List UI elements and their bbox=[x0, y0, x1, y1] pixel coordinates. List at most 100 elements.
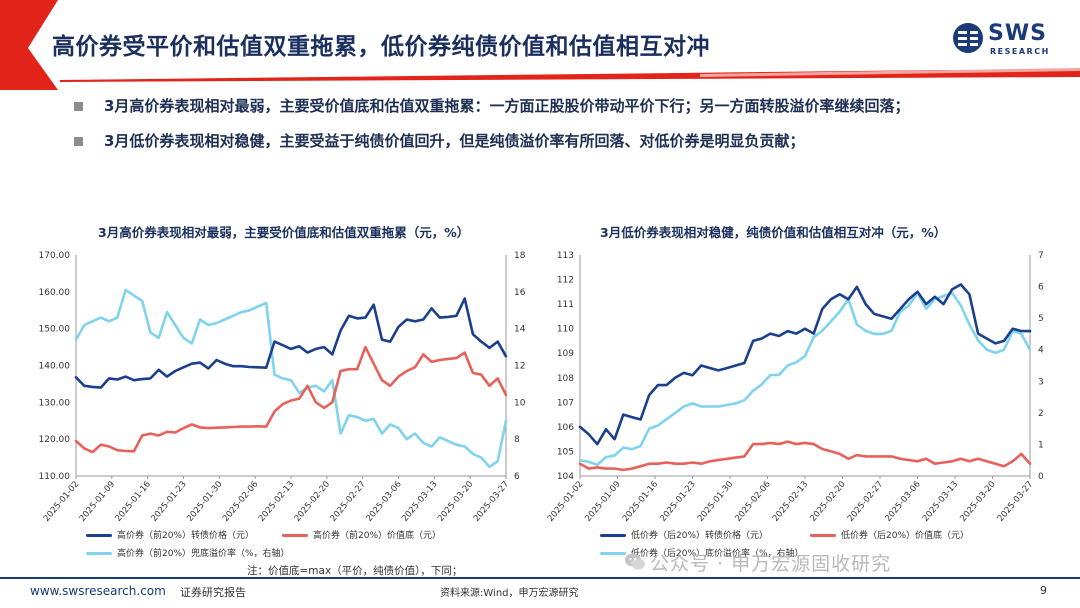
x-tick-label: 2025-02-27 bbox=[846, 480, 885, 524]
y-tick-label-left: 106 bbox=[557, 423, 574, 433]
chart-2-title: 3月低价券表现相对稳健，纯债价值和估值相互对冲（元，%） bbox=[600, 225, 947, 240]
x-tick-label: 2025-02-13 bbox=[257, 480, 296, 524]
sws-logo: SWS RESEARCH bbox=[952, 20, 1062, 60]
x-tick-label: 2025-03-27 bbox=[996, 480, 1035, 524]
page-number: 9 bbox=[1040, 584, 1047, 597]
y-tick-label-left: 150.00 bbox=[39, 325, 71, 335]
x-tick-label: 2025-01-16 bbox=[114, 480, 153, 524]
y-tick-label-left: 113 bbox=[557, 251, 574, 261]
series-line-3 bbox=[74, 288, 508, 469]
legend-label: 高价券（前20%）价值底（元） bbox=[313, 531, 442, 541]
y-tick-label-left: 110 bbox=[557, 325, 574, 335]
y-tick-label-left: 109 bbox=[557, 349, 574, 359]
y-tick-label-right: 1 bbox=[1038, 440, 1044, 450]
y-tick-label-left: 140.00 bbox=[39, 362, 71, 372]
y-tick-label-right: 10 bbox=[514, 398, 526, 408]
x-tick-label: 2025-02-06 bbox=[733, 480, 772, 524]
legend-label: 高价券（前20%）转债价格（元） bbox=[117, 531, 255, 541]
bullet-item: 3月高价券表现相对最弱，主要受价值底和估值双重拖累：一方面正股股价带动平价下行；… bbox=[74, 93, 1064, 120]
x-tick-label: 2025-01-30 bbox=[696, 480, 735, 524]
legend-swatch bbox=[600, 534, 626, 537]
footer-report-label: 证券研究报告 bbox=[180, 586, 246, 599]
y-tick-label-right: 18 bbox=[514, 251, 526, 261]
chart-1-title: 3月高价券表现相对最弱，主要受价值底和估值双重拖累（元，%） bbox=[98, 225, 470, 240]
x-tick-label: 2025-01-16 bbox=[621, 480, 660, 524]
bullet-text: 3月高价券表现相对最弱，主要受价值底和估值双重拖累：一方面正股股价带动平价下行；… bbox=[104, 97, 910, 115]
x-tick-label: 2025-03-06 bbox=[364, 480, 403, 524]
logo-text: SWS bbox=[988, 21, 1047, 46]
x-tick-label: 2025-02-20 bbox=[293, 480, 332, 524]
page-title: 高价券受平价和估值双重拖累，低价券纯债价值和估值相互对冲 bbox=[52, 34, 710, 60]
watermark: 公众号 · 申万宏源固收研究 bbox=[650, 553, 892, 575]
x-tick-label: 2025-01-02 bbox=[546, 480, 585, 524]
x-tick-label: 2025-01-09 bbox=[583, 480, 622, 524]
legend-label: 低价券（后20%）价值底（元） bbox=[841, 531, 970, 541]
y-tick-label-left: 108 bbox=[557, 374, 574, 384]
header-decoration bbox=[0, 0, 1080, 90]
legend-item: 高价券（前20%）兜底溢价率（%，右轴） bbox=[86, 546, 290, 559]
x-tick-label: 2025-03-20 bbox=[436, 480, 475, 524]
y-tick-label-right: 6 bbox=[1038, 283, 1044, 293]
y-tick-label-left: 120.00 bbox=[39, 435, 71, 445]
legend-swatch bbox=[86, 552, 112, 555]
y-tick-label-right: 14 bbox=[514, 325, 526, 335]
series-line-1 bbox=[578, 283, 1032, 446]
y-tick-label-left: 112 bbox=[557, 276, 574, 286]
series-line-1 bbox=[74, 297, 508, 389]
bullet-list: 3月高价券表现相对最弱，主要受价值底和估值双重拖累：一方面正股股价带动平价下行；… bbox=[74, 93, 1064, 163]
series-line-2 bbox=[578, 440, 1032, 472]
bullet-text: 3月低价券表现相对稳健，主要受益于纯债价值回升，但是纯债溢价率有所回落、对低价券… bbox=[104, 132, 805, 150]
footer-divider bbox=[0, 577, 1080, 579]
series-line-3 bbox=[578, 291, 1032, 467]
y-tick-label-right: 7 bbox=[1038, 251, 1044, 261]
x-tick-label: 2025-03-27 bbox=[472, 480, 511, 524]
slide-header: 高价券受平价和估值双重拖累，低价券纯债价值和估值相互对冲 SWS RESEARC… bbox=[0, 0, 1080, 90]
y-tick-label-left: 111 bbox=[557, 300, 574, 310]
y-tick-label-right: 8 bbox=[514, 435, 520, 445]
y-tick-label-left: 110.00 bbox=[39, 472, 71, 482]
y-tick-label-right: 16 bbox=[514, 288, 526, 298]
legend-swatch bbox=[282, 534, 308, 537]
y-tick-label-left: 105 bbox=[557, 447, 574, 457]
y-tick-label-right: 0 bbox=[1038, 472, 1044, 482]
legend-label: 高价券（前20%）兜底溢价率（%，右轴） bbox=[117, 549, 290, 559]
chart-note: 注：价值底=max（平价，纯债价值），下同； bbox=[247, 565, 463, 577]
footer-source: 资料来源:Wind，申万宏源研究 bbox=[440, 588, 579, 599]
x-tick-label: 2025-02-13 bbox=[771, 480, 810, 524]
y-tick-label-right: 6 bbox=[514, 472, 520, 482]
x-tick-label: 2025-01-09 bbox=[78, 480, 117, 524]
footer-url-link[interactable]: www.swsresearch.com bbox=[30, 584, 166, 598]
y-tick-label-right: 2 bbox=[1038, 409, 1044, 419]
legend-item: 低价券（后20%）底价溢价率（%，右轴） bbox=[600, 546, 804, 559]
legend-swatch bbox=[810, 534, 836, 537]
x-tick-label: 2025-03-06 bbox=[883, 480, 922, 524]
bullet-square-icon bbox=[74, 137, 83, 146]
legend-item: 低价券（后20%）转债价格（元） bbox=[600, 528, 768, 541]
bullet-square-icon bbox=[74, 102, 83, 111]
y-tick-label-right: 12 bbox=[514, 362, 525, 372]
logo-icon bbox=[953, 23, 983, 53]
x-tick-label: 2025-03-13 bbox=[400, 480, 439, 524]
y-tick-label-right: 3 bbox=[1038, 377, 1044, 387]
legend-swatch bbox=[86, 534, 112, 537]
logo-subtext: RESEARCH bbox=[990, 47, 1050, 56]
y-tick-label-left: 160.00 bbox=[39, 288, 71, 298]
x-tick-label: 2025-01-30 bbox=[185, 480, 224, 524]
x-tick-label: 2025-01-23 bbox=[658, 480, 697, 524]
series-line-2 bbox=[74, 345, 508, 454]
legend-label: 低价券（后20%）转债价格（元） bbox=[631, 531, 769, 541]
y-tick-label-right: 4 bbox=[1038, 346, 1044, 356]
wechat-icon bbox=[625, 553, 645, 570]
y-tick-label-left: 130.00 bbox=[39, 398, 71, 408]
x-tick-label: 2025-01-23 bbox=[149, 480, 188, 524]
legend-item: 高价券（前20%）转债价格（元） bbox=[86, 528, 254, 541]
legend-item: 低价券（后20%）价值底（元） bbox=[810, 528, 969, 541]
y-tick-label-left: 104 bbox=[557, 472, 574, 482]
x-tick-label: 2025-02-27 bbox=[329, 480, 368, 524]
legend-item: 高价券（前20%）价值底（元） bbox=[282, 528, 441, 541]
x-tick-label: 2025-02-06 bbox=[221, 480, 260, 524]
legend-swatch bbox=[600, 552, 626, 555]
y-tick-label-left: 107 bbox=[557, 398, 574, 408]
x-tick-label: 2025-01-02 bbox=[42, 480, 81, 524]
y-tick-label-left: 170.00 bbox=[39, 251, 71, 261]
